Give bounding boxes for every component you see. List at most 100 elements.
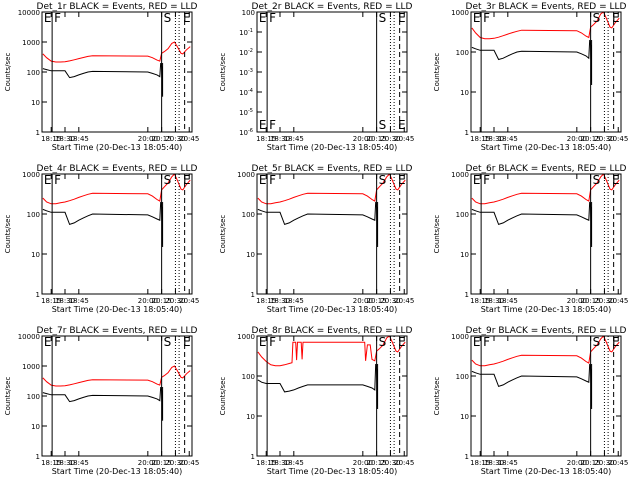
marker-e: E (612, 335, 620, 349)
marker-e: E (398, 173, 406, 187)
y-tick-label: 1000 (451, 9, 469, 17)
x-tick-label: 18:45 (498, 297, 518, 305)
y-axis-label: Counts/sec (219, 215, 227, 254)
series-lld-line (42, 174, 191, 205)
marker-s: S (164, 11, 172, 25)
series-group (471, 12, 620, 86)
series-group (471, 174, 620, 248)
series-lld-line (42, 365, 191, 387)
x-tick-label: 20:00 (567, 135, 587, 143)
marker-e: E (44, 11, 52, 25)
plot-frame (256, 335, 408, 457)
x-tick-label: 18:30 (270, 459, 290, 467)
x-tick-label: 20:15 (581, 297, 601, 305)
x-axis-label: Start Time (20-Dec-13 18:05:40) (267, 305, 398, 314)
y-tick-label: 10 (31, 251, 40, 259)
marker-e: E (398, 335, 406, 349)
x-tick-label: 20:00 (138, 135, 158, 143)
x-tick-label: 20:15 (152, 297, 172, 305)
y-tick-label: 100 (456, 211, 469, 219)
x-tick-label: 20:45 (394, 459, 414, 467)
y-axis-label: Counts/sec (219, 53, 227, 92)
x-tick-label: 18:30 (484, 135, 504, 143)
y-tick-label: 10 (460, 413, 469, 421)
series-events-line (471, 201, 593, 248)
series-events-line (471, 363, 593, 410)
marker-s: S (593, 11, 601, 25)
marker-s: S (379, 173, 387, 187)
x-tick-label: 20:00 (138, 459, 158, 467)
y-axis-label: Counts/sec (4, 377, 12, 416)
y-tick-label: 10-1 (239, 28, 253, 37)
x-tick-label: 18:45 (284, 459, 304, 467)
marker-e: E (473, 11, 481, 25)
x-tick-label: 18:45 (69, 297, 89, 305)
x-tick-label: 20:45 (608, 135, 628, 143)
y-tick-label: 1 (36, 129, 40, 137)
y-tick-label: 100 (242, 9, 255, 17)
x-axis-label: Start Time (20-Dec-13 18:05:40) (267, 143, 398, 152)
marker-e: E (259, 335, 267, 349)
y-tick-label: 10-4 (239, 88, 253, 97)
y-tick-label: 10 (246, 251, 255, 259)
x-tick-label: 20:45 (179, 297, 199, 305)
y-tick-label: 1000 (22, 363, 40, 371)
x-axis-label: Start Time (20-Dec-13 18:05:40) (52, 305, 183, 314)
marker-f: F (269, 11, 276, 25)
y-tick-label: 100 (27, 393, 40, 401)
x-tick-label: 20:15 (367, 297, 387, 305)
x-tick-label: 20:45 (608, 297, 628, 305)
series-lld-line (257, 336, 406, 367)
marker-s: S (379, 11, 387, 25)
x-tick-label: 18:15 (470, 459, 490, 467)
series-group (42, 174, 191, 248)
marker-e: E (259, 11, 267, 25)
x-axis-label: Start Time (20-Dec-13 18:05:40) (52, 467, 183, 476)
marker-bottom-e: E (259, 118, 267, 132)
series-lld-line (471, 12, 620, 40)
marker-s: S (593, 173, 601, 187)
x-tick-label: 18:30 (484, 297, 504, 305)
marker-bottom-e: E (398, 118, 406, 132)
x-tick-label: 18:45 (284, 135, 304, 143)
series-lld-line (471, 336, 620, 367)
x-tick-label: 20:00 (567, 459, 587, 467)
x-tick-label: 20:15 (581, 459, 601, 467)
x-tick-label: 20:30 (594, 297, 614, 305)
x-tick-label: 20:15 (367, 459, 387, 467)
y-axis-label: Counts/sec (219, 377, 227, 416)
y-tick-label: 1000 (22, 171, 40, 179)
x-axis-label: Start Time (20-Dec-13 18:05:40) (481, 305, 612, 314)
y-tick-label: 10 (31, 423, 40, 431)
y-tick-label: 10-6 (239, 128, 253, 137)
x-tick-label: 20:00 (353, 297, 373, 305)
x-tick-label: 18:15 (41, 297, 61, 305)
x-tick-label: 18:15 (470, 297, 490, 305)
marker-e: E (473, 335, 481, 349)
chart-title: Det_3r BLACK = Events, RED = LLD (466, 2, 627, 12)
x-tick-label: 20:00 (353, 135, 373, 143)
x-tick-label: 20:15 (367, 135, 387, 143)
marker-f: F (54, 11, 61, 25)
y-tick-label: 1000 (237, 333, 255, 341)
y-axis-label: Counts/sec (433, 215, 441, 254)
marker-e: E (44, 335, 52, 349)
series-events-line (471, 39, 593, 86)
y-tick-label: 10-5 (239, 108, 253, 117)
y-tick-label: 100 (242, 373, 255, 381)
plot-frame (470, 173, 622, 295)
x-tick-label: 20:30 (380, 135, 400, 143)
marker-e: E (44, 173, 52, 187)
series-group (257, 336, 406, 410)
y-tick-label: 1000 (22, 39, 40, 47)
series-group (42, 365, 191, 421)
y-tick-label: 100 (27, 69, 40, 77)
y-axis-label: Counts/sec (433, 377, 441, 416)
y-tick-label: 100 (456, 49, 469, 57)
marker-e: E (473, 173, 481, 187)
